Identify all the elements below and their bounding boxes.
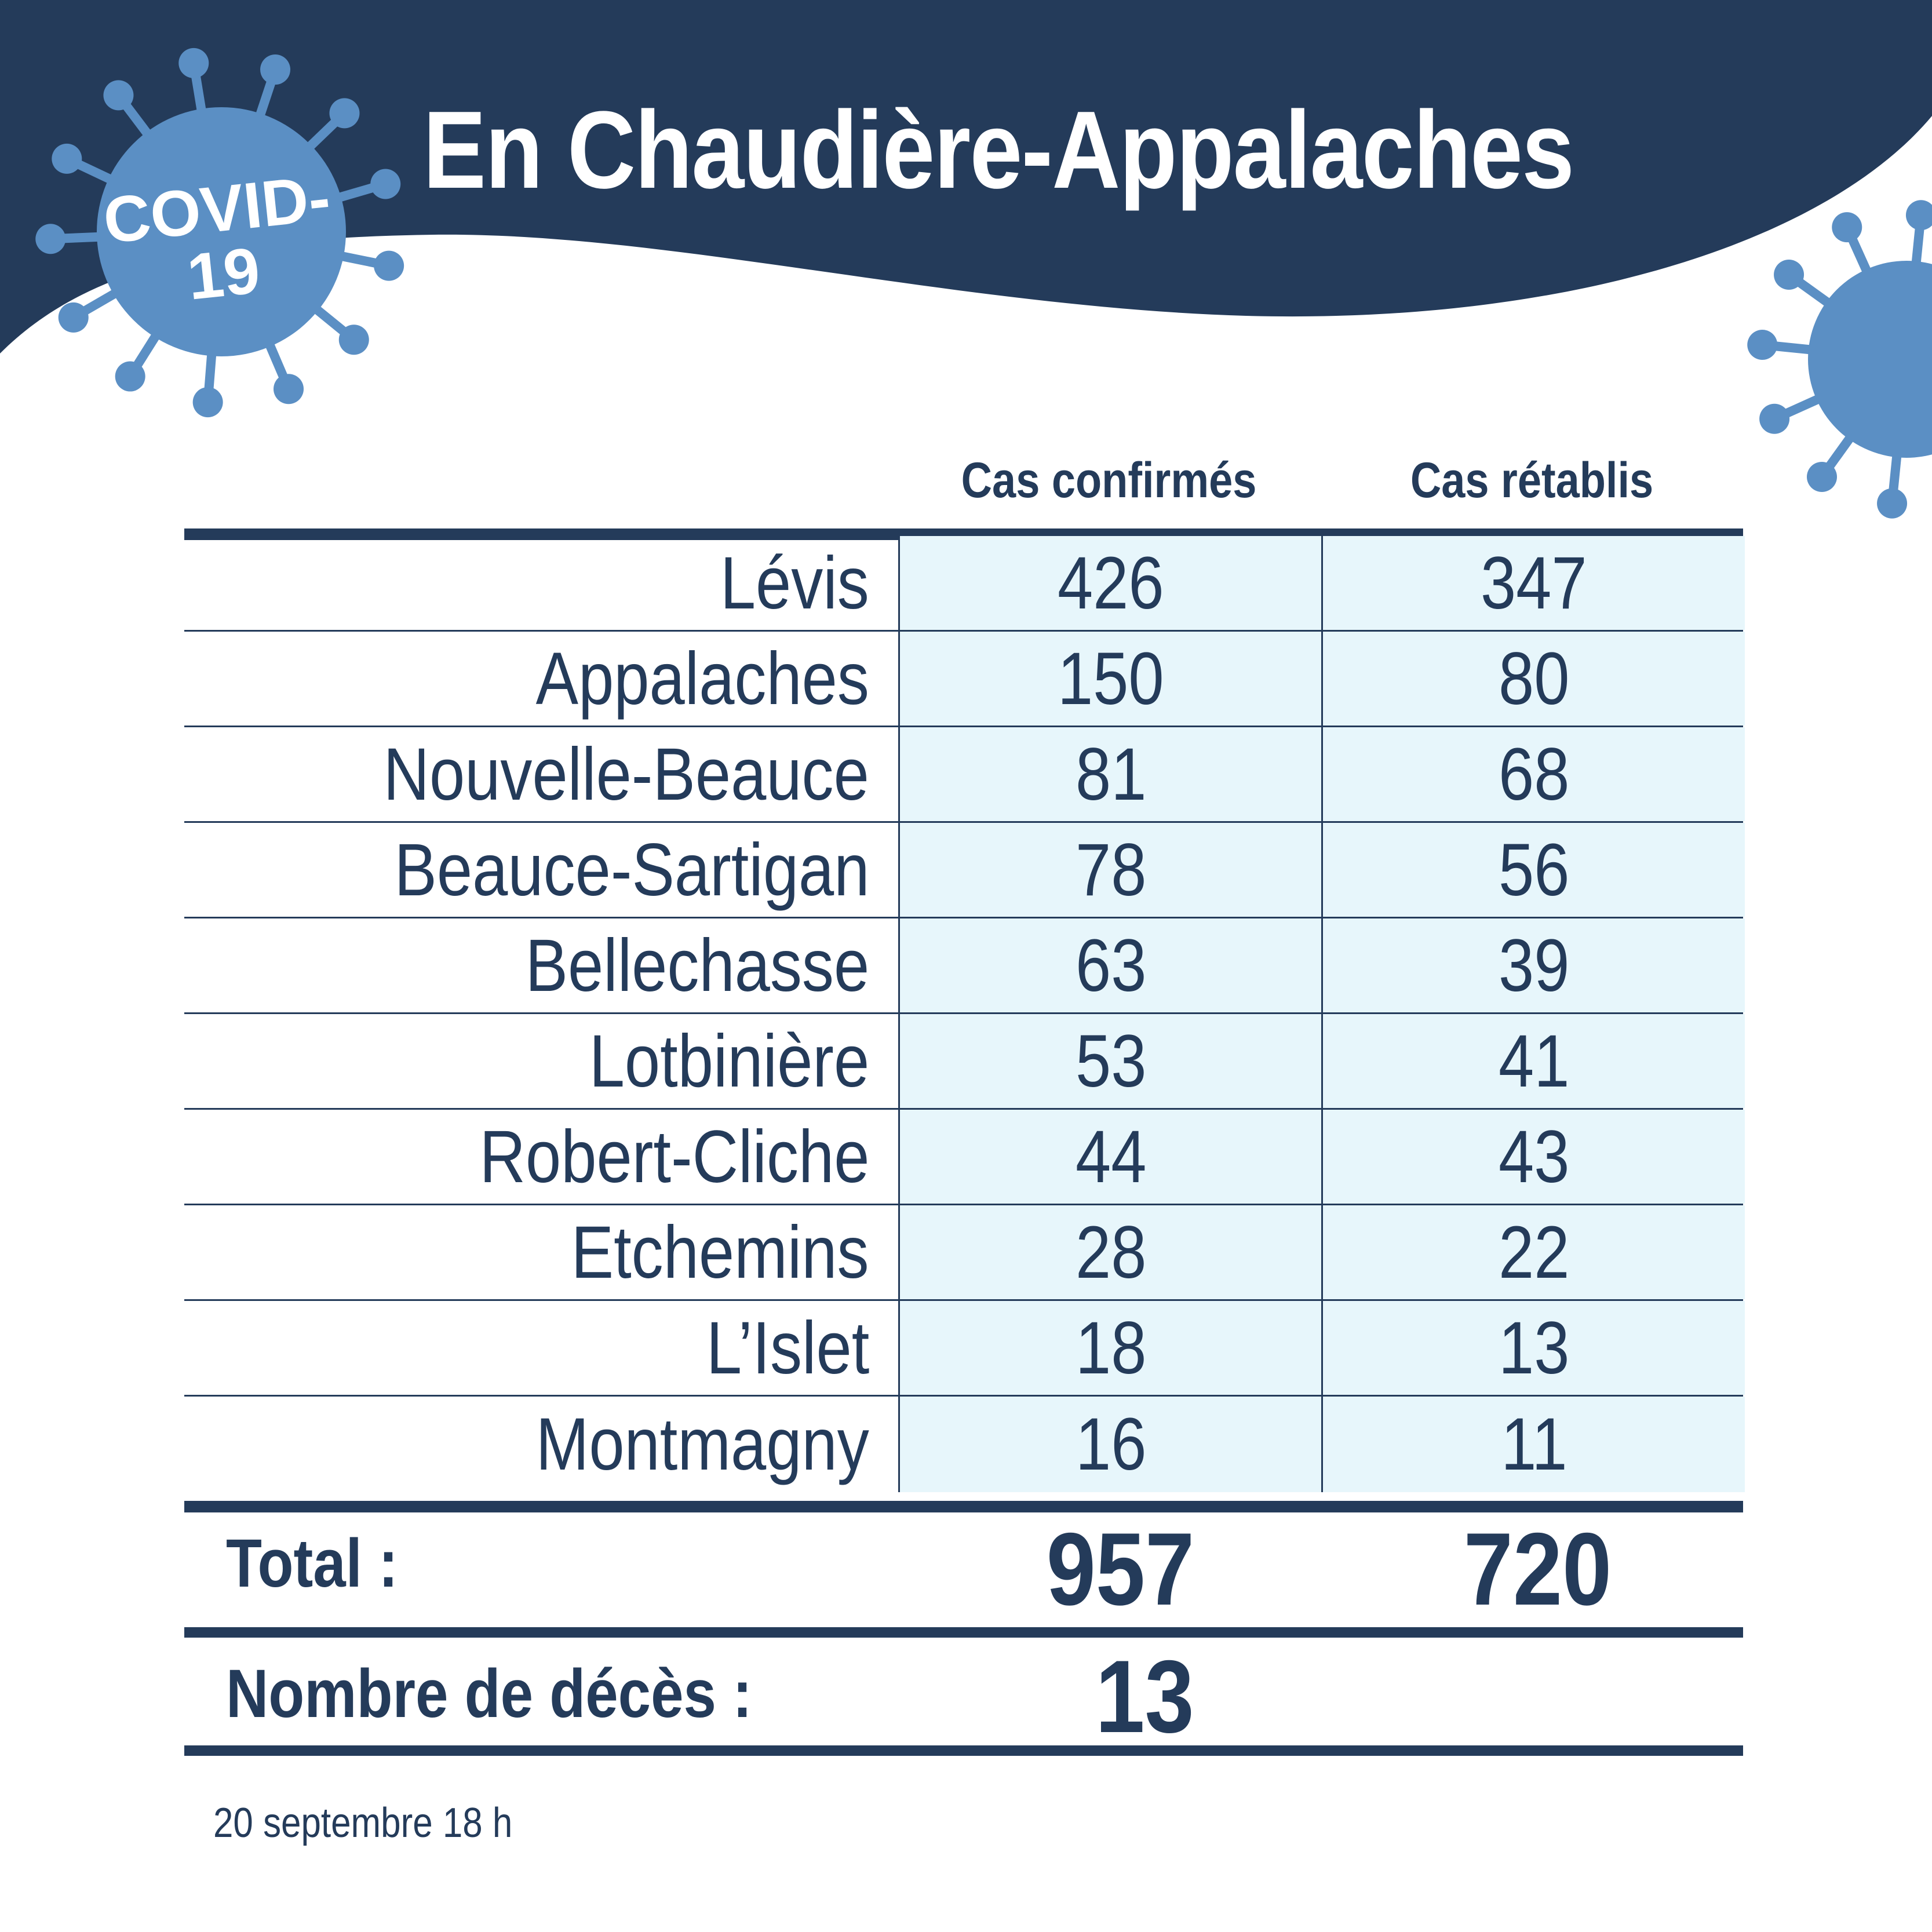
confirmed-cell: 44 <box>898 1110 1322 1204</box>
total-rule <box>184 1627 1743 1638</box>
confirmed-cell: 150 <box>898 632 1322 726</box>
table-row: Beauce-Sartigan 78 56 <box>184 823 1745 918</box>
region-cell: Lévis <box>184 536 898 630</box>
virus-decoration-icon <box>1747 200 1932 519</box>
region-cell: Etchemins <box>184 1205 898 1299</box>
total-recovered: 720 <box>1463 1511 1612 1627</box>
region-cell: Appalaches <box>184 632 898 726</box>
region-name: Appalaches <box>535 637 869 720</box>
confirmed-cell: 16 <box>898 1397 1322 1492</box>
virus-badge-icon <box>35 48 404 418</box>
table-row: Bellechasse 63 39 <box>184 918 1745 1014</box>
region-name: Etchemins <box>571 1211 869 1294</box>
confirmed-value: 16 <box>1075 1403 1147 1486</box>
table-row: Nouvelle-Beauce 81 68 <box>184 727 1745 823</box>
recovered-cell: 11 <box>1321 1397 1745 1492</box>
table-row: Lotbinière 53 41 <box>184 1014 1745 1110</box>
table-bottom-rule <box>184 1501 1743 1512</box>
region-name: Lotbinière <box>589 1019 869 1103</box>
recovered-value: 11 <box>1500 1403 1568 1486</box>
confirmed-value: 81 <box>1075 732 1147 816</box>
region-name: L’Islet <box>706 1306 869 1390</box>
total-label: Total : <box>226 1525 398 1602</box>
date-footnote: 20 septembre 18 h <box>213 1800 513 1846</box>
recovered-cell: 22 <box>1321 1205 1745 1299</box>
recovered-cell: 41 <box>1321 1014 1745 1108</box>
recovered-value: 22 <box>1498 1211 1570 1294</box>
recovered-value: 41 <box>1498 1019 1570 1103</box>
region-cell: Lotbinière <box>184 1014 898 1108</box>
confirmed-value: 78 <box>1075 828 1147 912</box>
deaths-label: Nombre de décès : <box>226 1656 752 1732</box>
recovered-cell: 347 <box>1321 536 1745 630</box>
table-row: Appalaches 150 80 <box>184 632 1745 727</box>
region-cell: Nouvelle-Beauce <box>184 727 898 821</box>
recovered-cell: 13 <box>1321 1301 1745 1395</box>
confirmed-cell: 426 <box>898 536 1322 630</box>
recovered-value: 80 <box>1498 637 1570 720</box>
recovered-cell: 68 <box>1321 727 1745 821</box>
confirmed-cell: 63 <box>898 918 1322 1012</box>
table-row: Montmagny 16 11 <box>184 1397 1745 1492</box>
confirmed-cell: 18 <box>898 1301 1322 1395</box>
recovered-value: 39 <box>1498 924 1570 1007</box>
recovered-value: 68 <box>1498 732 1570 816</box>
confirmed-value: 44 <box>1075 1115 1147 1198</box>
region-cell: Montmagny <box>184 1397 898 1492</box>
confirmed-value: 63 <box>1075 924 1147 1007</box>
confirmed-cell: 53 <box>898 1014 1322 1108</box>
region-cell: Bellechasse <box>184 918 898 1012</box>
region-name: Beauce-Sartigan <box>393 828 869 912</box>
table-row: Robert-Cliche 44 43 <box>184 1110 1745 1205</box>
region-cell: Robert-Cliche <box>184 1110 898 1204</box>
table-row: Lévis 426 347 <box>184 536 1745 632</box>
table-row: L’Islet 18 13 <box>184 1301 1745 1397</box>
header-wave-band <box>0 0 1932 353</box>
region-name: Robert-Cliche <box>479 1115 869 1198</box>
deaths-value: 13 <box>1095 1639 1194 1754</box>
deaths-rule <box>184 1745 1743 1756</box>
confirmed-cell: 28 <box>898 1205 1322 1299</box>
confirmed-value: 150 <box>1058 637 1164 720</box>
region-cell: L’Islet <box>184 1301 898 1395</box>
column-header-recovered: Cas rétablis <box>1410 453 1654 508</box>
region-name: Bellechasse <box>525 924 869 1007</box>
confirmed-value: 18 <box>1075 1306 1147 1390</box>
confirmed-cell: 78 <box>898 823 1322 917</box>
recovered-cell: 43 <box>1321 1110 1745 1204</box>
cases-table: Lévis 426 347 Appalaches 150 80 Nouvelle-Beauc… <box>184 531 1745 1503</box>
recovered-value: 56 <box>1498 828 1570 912</box>
confirmed-value: 426 <box>1058 541 1164 625</box>
recovered-cell: 80 <box>1321 632 1745 726</box>
column-header-confirmed: Cas confirmés <box>961 453 1257 508</box>
region-name: Montmagny <box>535 1403 869 1486</box>
recovered-value: 43 <box>1498 1115 1570 1198</box>
page-title: En Chaudière-Appalaches <box>423 89 1574 212</box>
confirmed-cell: 81 <box>898 727 1322 821</box>
confirmed-value: 28 <box>1075 1211 1147 1294</box>
recovered-value: 13 <box>1498 1306 1570 1390</box>
confirmed-value: 53 <box>1075 1019 1147 1103</box>
region-name: Lévis <box>720 541 869 625</box>
recovered-cell: 56 <box>1321 823 1745 917</box>
region-cell: Beauce-Sartigan <box>184 823 898 917</box>
region-name: Nouvelle-Beauce <box>383 732 869 816</box>
covid-badge-text: COVID- 19 <box>92 161 348 319</box>
recovered-value: 347 <box>1481 541 1587 625</box>
table-row: Etchemins 28 22 <box>184 1205 1745 1301</box>
recovered-cell: 39 <box>1321 918 1745 1012</box>
total-confirmed: 957 <box>1046 1511 1195 1627</box>
